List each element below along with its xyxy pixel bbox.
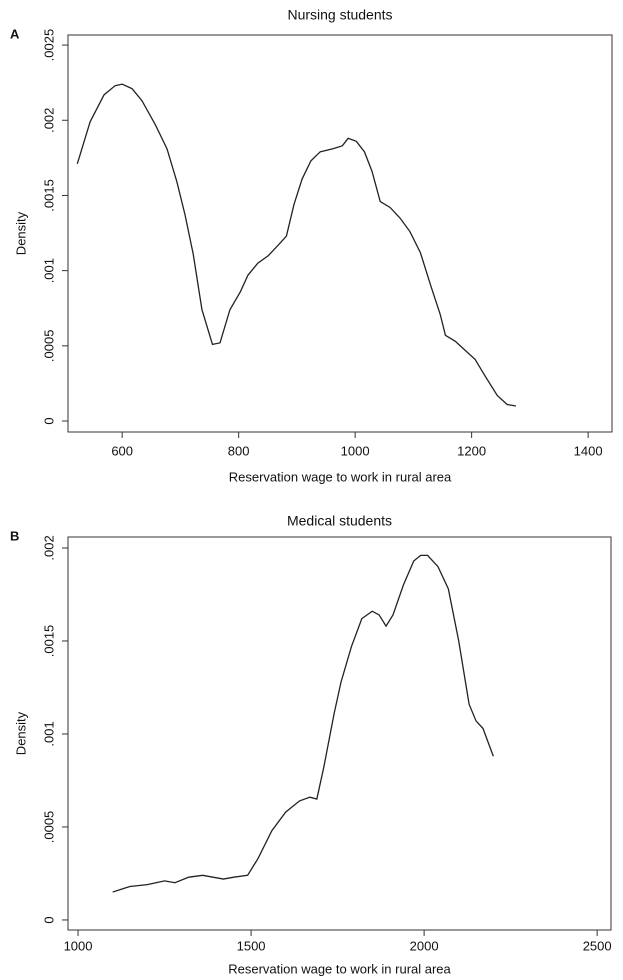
- panel: A Nursing students Reservation wage to wor…: [10, 7, 613, 484]
- x-tick-label: 2500: [583, 938, 612, 953]
- y-axis-label: Density: [13, 211, 28, 255]
- y-tick-label: .0005: [41, 330, 56, 363]
- x-axis-label: Reservation wage to work in rural area: [229, 469, 452, 484]
- x-tick-label: 600: [111, 443, 133, 458]
- x-tick-label: 1000: [64, 938, 93, 953]
- panel-title: Nursing students: [287, 7, 392, 23]
- y-tick-label: .001: [41, 721, 56, 746]
- panel-title: Medical students: [287, 513, 392, 529]
- y-axis-label: Density: [13, 711, 28, 755]
- panel: B Medical students Reservation wage to wor…: [10, 513, 612, 977]
- plot-frame: [67, 536, 612, 931]
- y-tick-label: .0025: [41, 29, 56, 62]
- x-tick-label: 1200: [457, 443, 486, 458]
- y-tick-label: .0015: [41, 179, 56, 212]
- x-tick-label: 1000: [341, 443, 370, 458]
- y-tick-label: .0005: [41, 811, 56, 844]
- y-tick-label: .001: [41, 258, 56, 283]
- x-tick-label: 800: [228, 443, 250, 458]
- x-tick-label: 1500: [237, 938, 266, 953]
- y-tick-label: 0: [41, 417, 56, 424]
- y-tick-label: 0: [41, 916, 56, 923]
- x-tick-label: 1400: [574, 443, 603, 458]
- density-line: [112, 554, 494, 893]
- plot-frame: [67, 34, 613, 433]
- y-tick-label: .0015: [41, 625, 56, 658]
- x-tick-label: 2000: [410, 938, 439, 953]
- panel-letter: B: [10, 528, 19, 543]
- x-axis-label: Reservation wage to work in rural area: [228, 961, 451, 976]
- density-line: [76, 83, 517, 407]
- y-tick-label: .002: [41, 535, 56, 560]
- panel-letter: A: [10, 26, 20, 41]
- y-tick-label: .002: [41, 108, 56, 133]
